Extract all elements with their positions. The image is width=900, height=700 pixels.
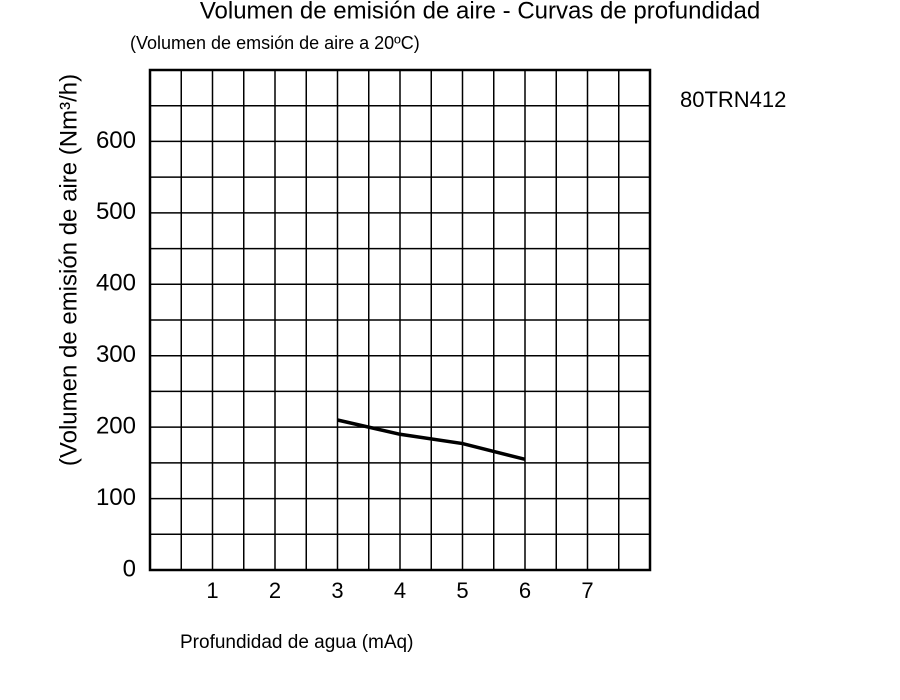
x-tick-label: 4 — [394, 578, 406, 603]
data-line — [337, 418, 526, 461]
y-tick-label: 500 — [96, 198, 136, 225]
y-tick-label: 400 — [96, 270, 136, 297]
y-tick-label: 600 — [96, 127, 136, 154]
y-axis-label: (Volumen de emisión de aire (Nm³/h) — [55, 74, 82, 466]
x-tick-label: 5 — [456, 578, 468, 603]
y-tick-label: 0 — [123, 555, 136, 582]
x-tick-label: 6 — [519, 578, 531, 603]
x-tick-label: 2 — [269, 578, 281, 603]
x-tick-label: 1 — [206, 578, 218, 603]
chart-title: Volumen de emisión de aire - Curvas de p… — [200, 0, 760, 24]
x-axis-label: Profundidad de agua (mAq) — [180, 632, 413, 653]
x-tick-label: 3 — [331, 578, 343, 603]
y-tick-label: 100 — [96, 484, 136, 511]
y-tick-label: 200 — [96, 412, 136, 439]
chart-subtitle: (Volumen de emsión de aire a 20ºC) — [130, 33, 420, 53]
annotation: 80TRN412 — [680, 87, 786, 112]
x-tick-label: 7 — [581, 578, 593, 603]
y-tick-label: 300 — [96, 341, 136, 368]
